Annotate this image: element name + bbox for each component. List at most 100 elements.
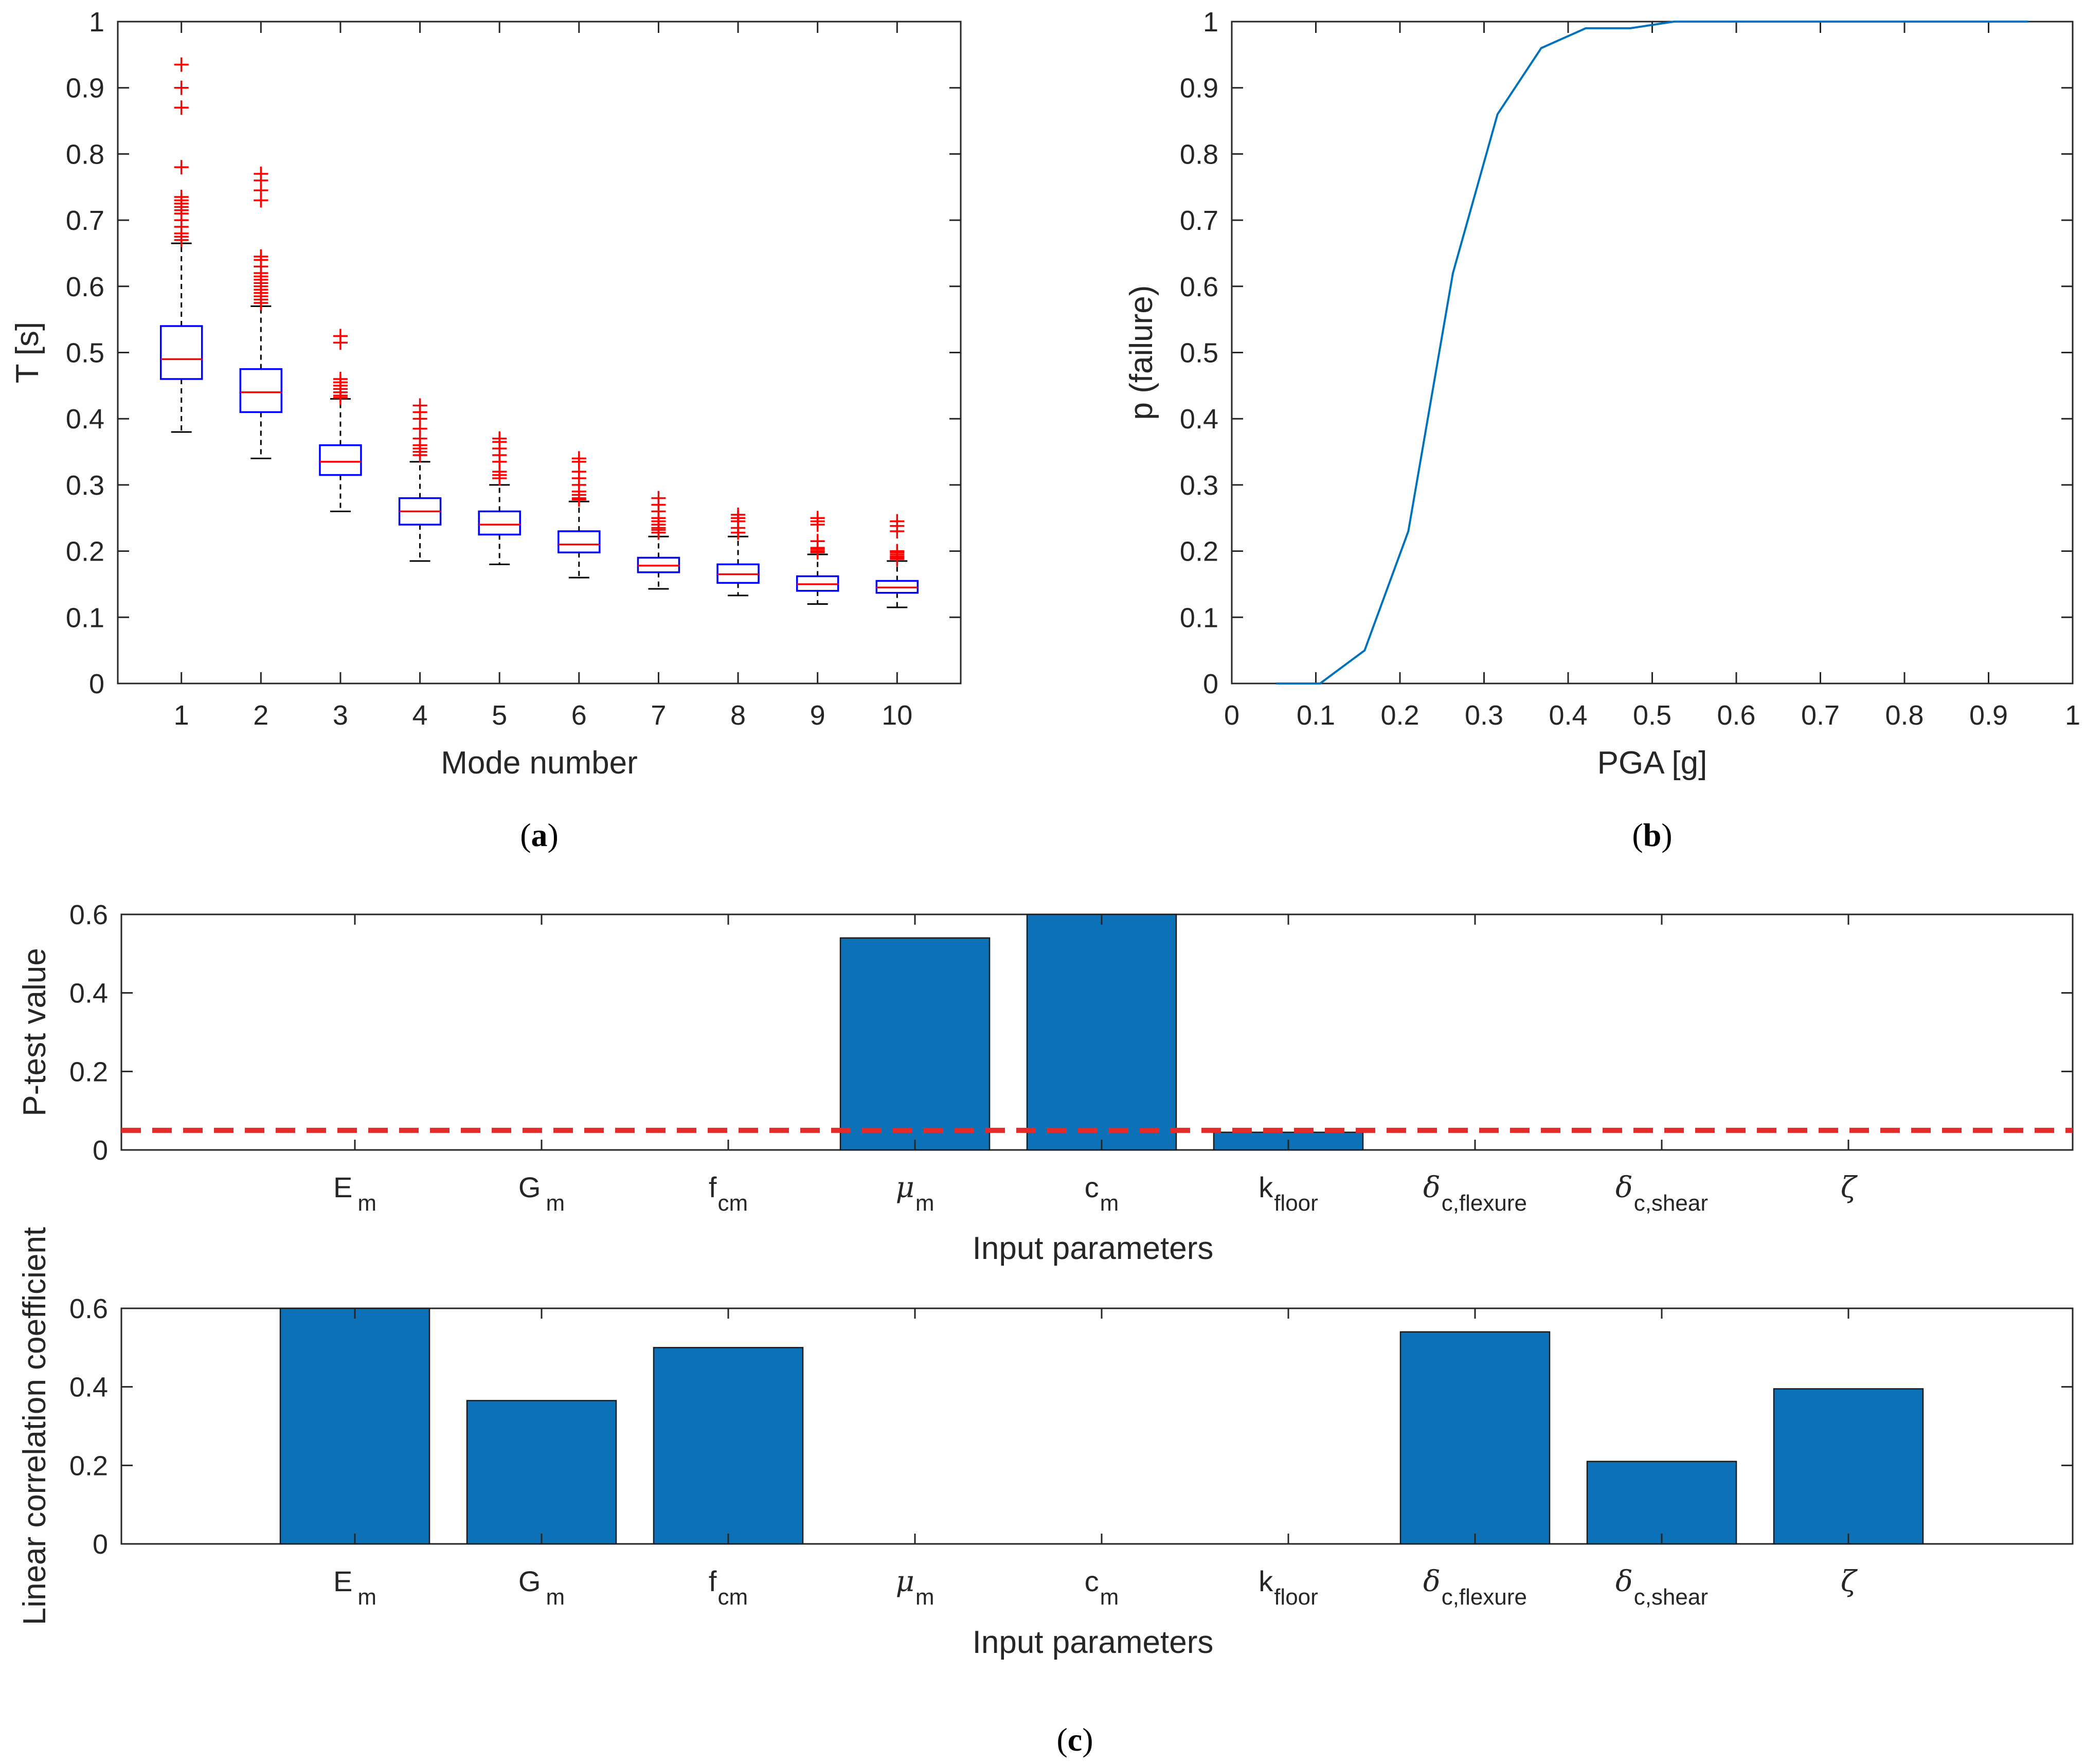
a-box [558, 530, 601, 553]
c1-category-label: δc,shear [1615, 1171, 1708, 1216]
b-xtick-label: 0.8 [1885, 700, 1924, 731]
c1-ytick-label: 0.4 [69, 978, 108, 1009]
a-box [159, 325, 203, 380]
b-ytick-label: 0.3 [1180, 470, 1218, 501]
a-outlier-marker [174, 80, 189, 95]
c1-category-label: kfloor [1259, 1171, 1318, 1216]
a-outlier-marker [333, 329, 348, 344]
b-ytick-label: 0.1 [1180, 602, 1218, 633]
b-xtick-label: 0.4 [1549, 700, 1587, 731]
b-xtick-label: 0.7 [1801, 700, 1840, 731]
c1-ytick-label: 0 [93, 1135, 108, 1166]
a-ytick-label: 0.8 [66, 139, 104, 170]
c1-y-axis-label: P-test value [17, 948, 52, 1116]
c2-category-label: ζ [1841, 1565, 1858, 1598]
b-ytick-label: 0.5 [1180, 338, 1218, 369]
a-y-axis-label: T [s] [10, 322, 45, 383]
a-xtick-label: 5 [492, 700, 507, 731]
a-ytick-label: 0.3 [66, 470, 104, 501]
a-outlier-marker [651, 491, 666, 506]
c2-category-label: μm [895, 1565, 934, 1610]
a-outlier-marker [174, 160, 189, 175]
a-outlier-marker [412, 398, 427, 413]
c2-y-axis-label: Linear correlation coefficient [17, 1227, 52, 1625]
b-ytick-label: 1 [1203, 7, 1218, 38]
a-caption: (a) [520, 817, 559, 853]
b-ytick-label: 0.2 [1180, 536, 1218, 567]
a-xtick-label: 7 [651, 700, 666, 731]
a-xtick-label: 2 [253, 700, 268, 731]
a-outlier-marker [174, 100, 189, 115]
c2-bar [653, 1347, 804, 1545]
a-xtick-label: 8 [730, 700, 746, 731]
b-caption: (b) [1632, 817, 1672, 853]
b-y-axis-label: p (failure) [1124, 285, 1159, 420]
a-outlier-marker [571, 451, 586, 466]
a-outlier-marker [810, 534, 825, 549]
a-ytick-label: 0.4 [66, 404, 104, 435]
a-ytick-label: 0.7 [66, 205, 104, 236]
a-outlier-marker [333, 371, 348, 386]
c2-bar [466, 1400, 617, 1545]
a-outlier-marker [492, 431, 507, 446]
c2-bar [1773, 1388, 1924, 1545]
c2-ytick-label: 0.4 [69, 1372, 108, 1403]
c2-ytick-label: 0 [93, 1529, 108, 1560]
c2-x-axis-label: Input parameters [973, 1625, 1214, 1660]
b-xtick-label: 0.5 [1633, 700, 1671, 731]
b-xtick-label: 0.3 [1465, 700, 1503, 731]
b-failure-probability-line [1276, 21, 2028, 685]
a-ytick-label: 0.1 [66, 602, 104, 633]
b-x-axis-label: PGA [g] [1597, 745, 1707, 781]
b-xtick-label: 1 [2065, 700, 2080, 731]
a-box [319, 444, 362, 476]
b-ytick-label: 0.8 [1180, 139, 1218, 170]
c1-ytick-label: 0.6 [69, 899, 108, 930]
a-box [239, 368, 283, 413]
c1-bar [839, 937, 991, 1151]
b-xtick-label: 0.6 [1717, 700, 1755, 731]
a-outlier-marker [174, 190, 189, 205]
a-xtick-label: 9 [810, 700, 825, 731]
c2-ytick-label: 0.2 [69, 1450, 108, 1481]
c2-category-label: cm [1085, 1565, 1119, 1610]
c1-x-axis-label: Input parameters [973, 1231, 1214, 1266]
panel-a-boxplot: 0 0.1 0.2 0.3 0.4 0.5 0.6 0.7 0.8 0.9 1 1 2 3 4 5 6 7 8 9 10… [10, 7, 962, 853]
c1-category-label: δc,flexure [1423, 1171, 1527, 1216]
c2-bar [279, 1307, 430, 1545]
a-xtick-label: 4 [412, 700, 428, 731]
a-ytick-label: 0.5 [66, 338, 104, 369]
c2-category-label: fcm [709, 1565, 748, 1610]
c2-category-label: kfloor [1259, 1565, 1318, 1610]
b-xtick-label: 0.1 [1297, 700, 1335, 731]
a-outlier-marker [810, 511, 825, 526]
c1-bar [1026, 913, 1177, 1151]
c1-category-label: fcm [709, 1171, 748, 1216]
a-ytick-label: 0.6 [66, 272, 104, 302]
a-outlier-marker [254, 167, 268, 182]
c2-bar [1399, 1331, 1551, 1545]
a-x-axis-label: Mode number [441, 745, 638, 781]
b-xtick-label: 0 [1224, 700, 1239, 731]
a-ytick-label: 1 [89, 7, 104, 38]
c2-category-label: δc,shear [1615, 1565, 1708, 1610]
c2-ytick-label: 0.6 [69, 1293, 108, 1324]
a-box [478, 510, 521, 536]
a-xtick-label: 6 [571, 700, 587, 731]
c2-caption: (c) [1056, 1721, 1093, 1758]
b-xtick-label: 0.9 [1969, 700, 2008, 731]
a-outlier-marker [731, 507, 746, 522]
a-ytick-label: 0 [89, 669, 104, 699]
c1-category-label: cm [1085, 1171, 1119, 1216]
b-ytick-label: 0.9 [1180, 73, 1218, 104]
panel-b-failure-curve: 0 0.1 0.2 0.3 0.4 0.5 0.6 0.7 0.8 0.9 1 0 0.1 0.2 0.3 0… [1124, 7, 2080, 853]
b-ytick-label: 0.7 [1180, 205, 1218, 236]
a-outlier-marker [254, 249, 268, 264]
c2-axes-frame [120, 1307, 2074, 1545]
